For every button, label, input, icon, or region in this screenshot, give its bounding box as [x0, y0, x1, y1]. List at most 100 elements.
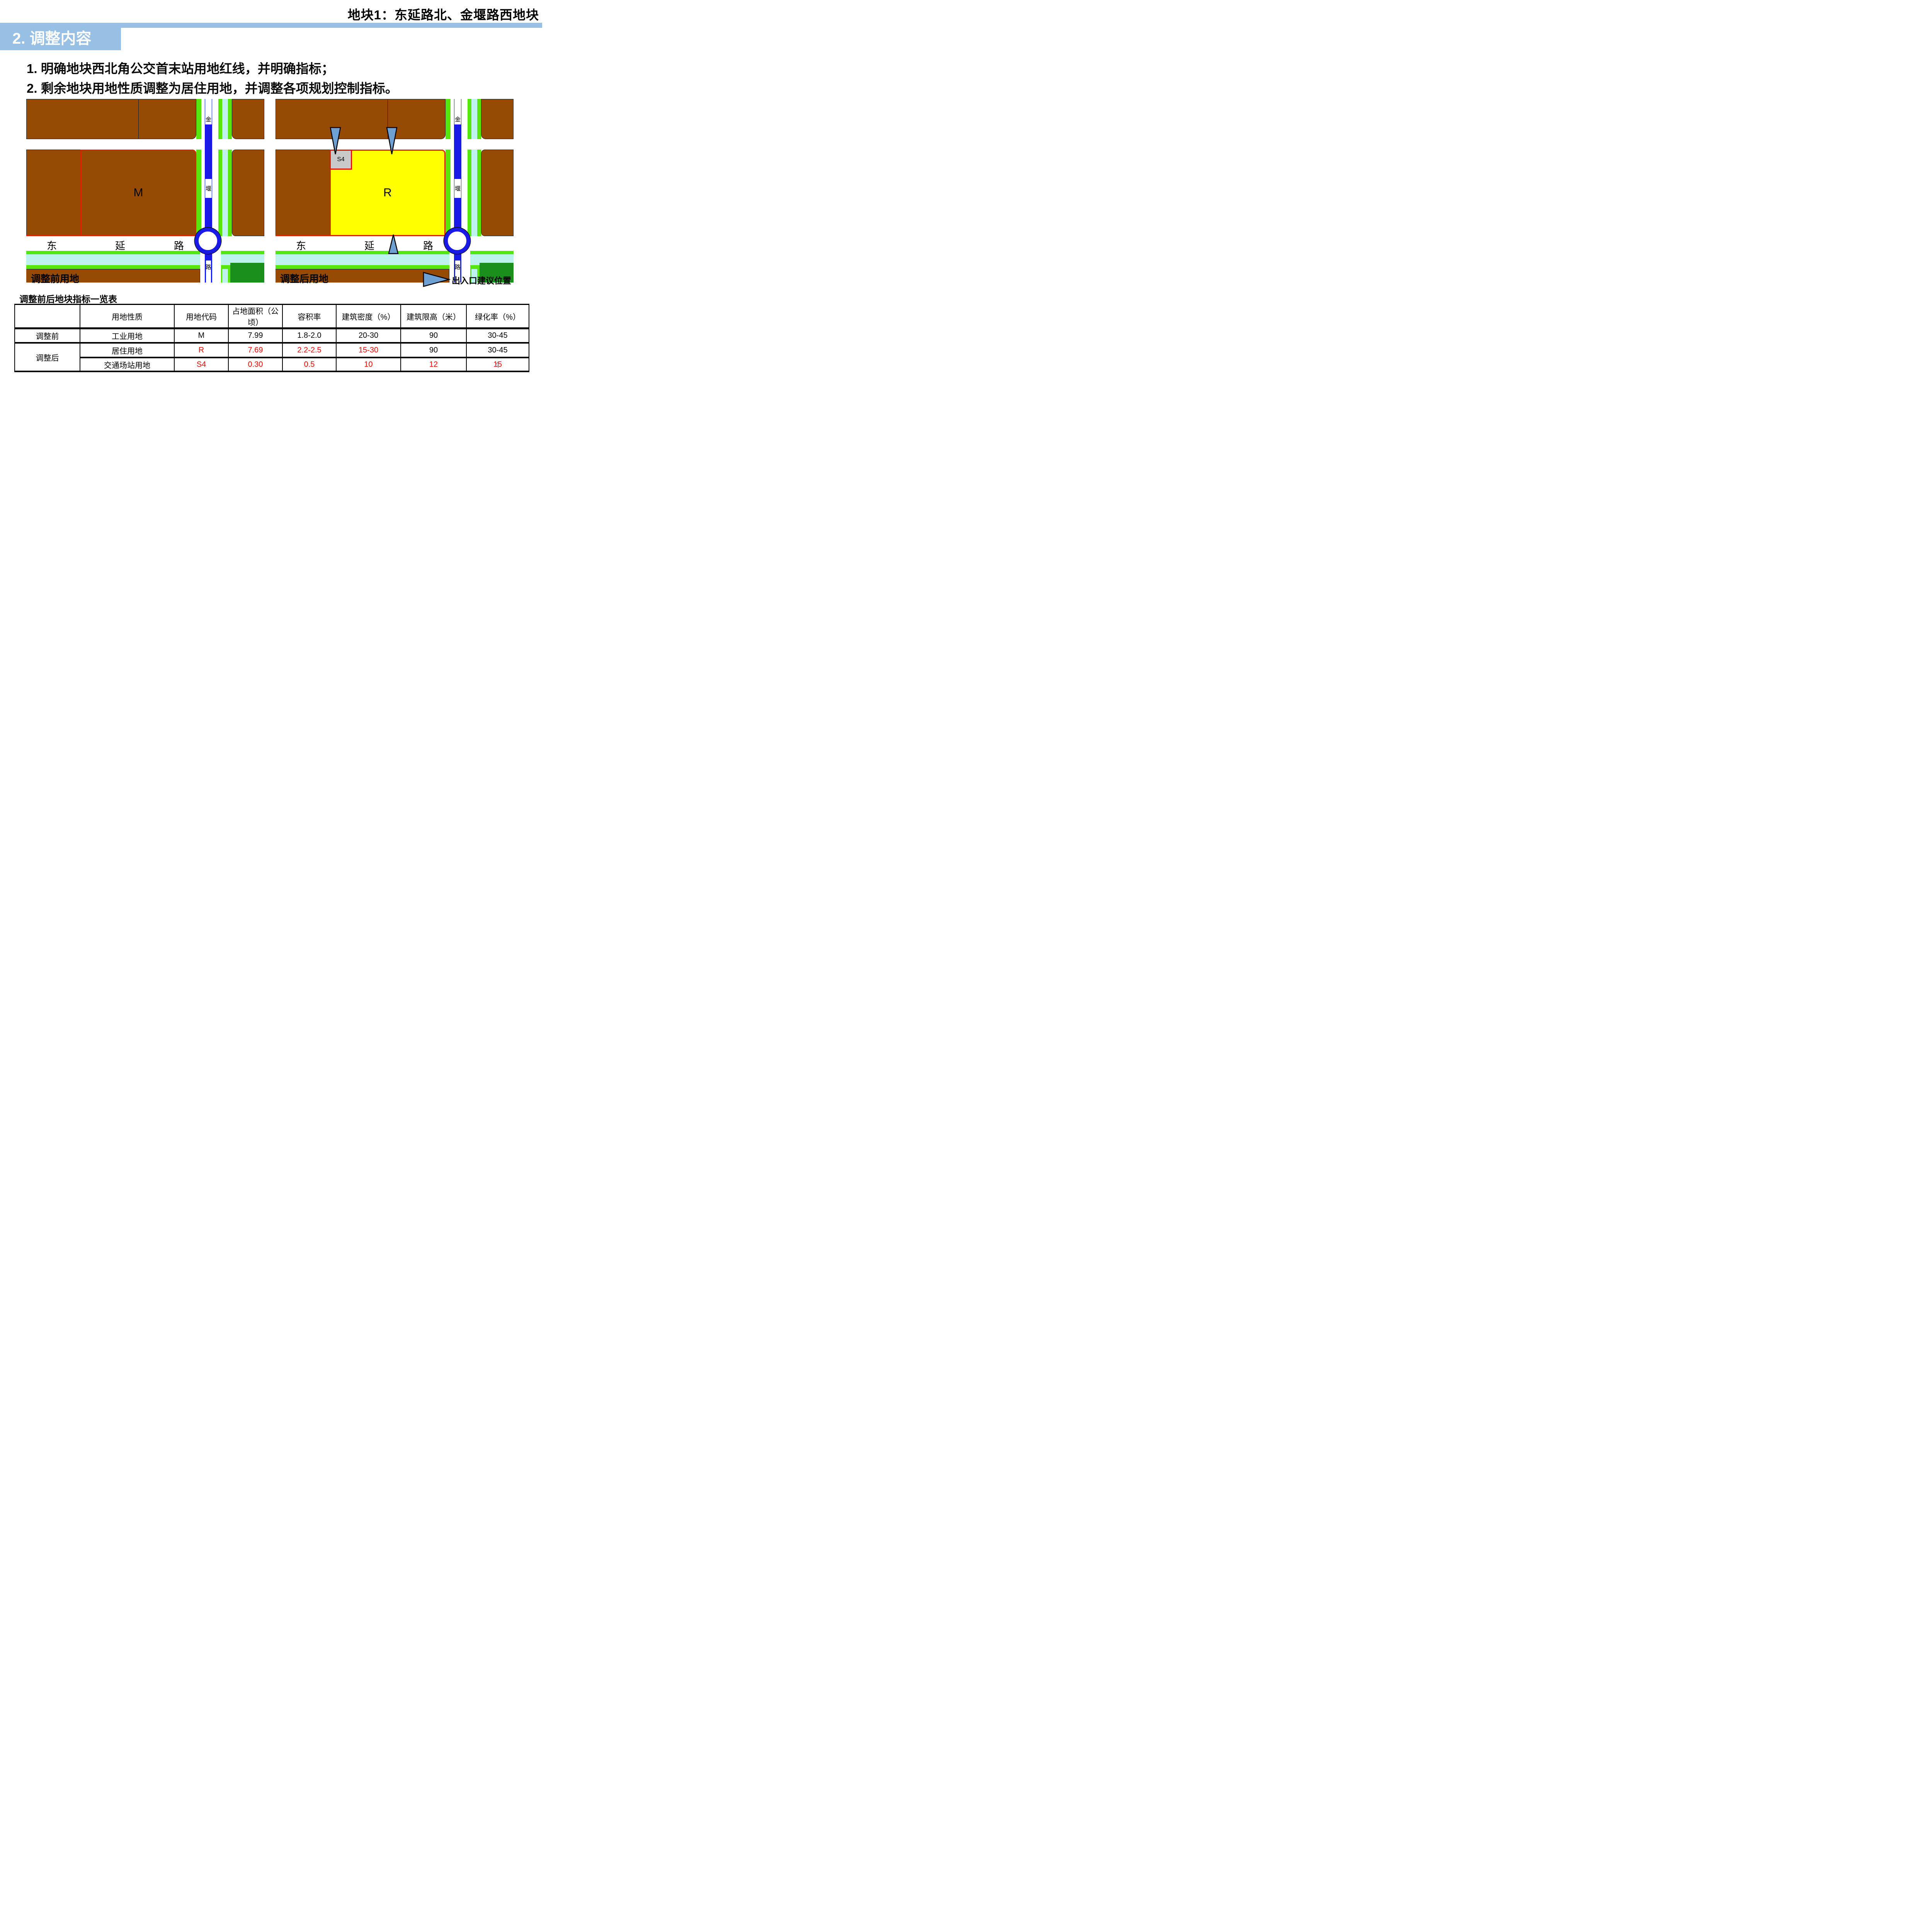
north-road — [26, 139, 264, 150]
table-header-row: 用地性质 用地代码 占地面积（公顷） 容积率 建筑密度（%） 建筑限高（米） 绿… — [14, 304, 529, 329]
canal-band — [26, 254, 200, 265]
north-road — [276, 139, 514, 150]
table-cell: 30-45 — [466, 342, 529, 358]
table-cell: 7.99 — [228, 328, 283, 344]
road-name-jin: 金 — [205, 99, 212, 124]
table-cell: 2.2-2.5 — [282, 342, 337, 358]
table-row-after-residential: 调整后 居住用地 R 7.69 2.2-2.5 15-30 90 30-45 — [14, 342, 529, 372]
roundabout — [444, 228, 470, 254]
road-blue-neck — [205, 253, 212, 260]
table-cell: 0.5 — [282, 357, 337, 372]
dongyan-road — [276, 236, 514, 251]
industrial-block — [481, 150, 514, 236]
green-band — [470, 251, 514, 254]
road-name-char: 金 — [205, 116, 211, 123]
header-cell: 用地代码 — [174, 304, 229, 329]
green-belt-strip — [477, 99, 481, 283]
green-belt-strip — [228, 99, 232, 283]
section-header-text: 2. 调整内容 — [12, 30, 92, 47]
table-cell: 工业用地 — [80, 328, 175, 344]
green-band — [276, 251, 449, 254]
road-name-char: 堰 — [205, 186, 211, 192]
road-blue-neck — [454, 253, 461, 260]
road-shoulder — [201, 99, 205, 283]
road-shoulder — [451, 99, 454, 283]
canal-band — [276, 254, 449, 265]
parcel-r-label: R — [383, 186, 392, 199]
table-title: 调整前后地块指标一览表 — [19, 294, 117, 304]
road-name-yan2: 延 — [115, 240, 125, 252]
bus-station-label: S4 — [337, 156, 345, 163]
row-label: 调整前 — [14, 328, 80, 344]
table-cell: 0.30 — [228, 357, 283, 372]
table-cell: M — [174, 328, 229, 344]
green-band — [26, 251, 200, 254]
parcel-m-label: M — [133, 186, 143, 199]
industrial-block — [276, 150, 330, 236]
table-row-after-station: 交通场站用地 S4 0.30 0.5 10 12 15 — [15, 357, 529, 372]
road-name-yan: 堰 — [205, 179, 212, 198]
road-edge-line — [460, 260, 461, 283]
slide-page: 地块1：东延路北、金堰路西地块 2. 调整内容 1. 明确地块西北角公交首末站用… — [0, 0, 542, 383]
table-cell: 1.8-2.0 — [282, 328, 337, 344]
industrial-block — [481, 99, 514, 139]
map-before-adjustment: 金 堰 路 M 东 延 路 调整前用地 — [26, 99, 264, 284]
industrial-block — [232, 150, 264, 236]
park-green-block — [230, 263, 264, 283]
road-name-char: 金 — [454, 116, 461, 123]
road-name-jin: 金 — [454, 99, 461, 124]
adjustment-notes: 1. 明确地块西北角公交首末站用地红线，并明确指标； 2. 剩余地块用地性质调整… — [27, 59, 398, 98]
road-name-char: 堰 — [454, 186, 461, 192]
row-label-merged: 调整后 — [14, 342, 80, 372]
parcel-m: M — [80, 150, 196, 236]
industrial-block — [26, 150, 81, 236]
slide-title: 地块1：东延路北、金堰路西地块 — [347, 8, 539, 22]
indicator-table: 用地性质 用地代码 占地面积（公顷） 容积率 建筑密度（%） 建筑限高（米） 绿… — [14, 304, 529, 372]
road-name-dong: 东 — [296, 240, 306, 252]
table-cell: 90 — [400, 328, 467, 344]
header-cell: 占地面积（公顷） — [228, 304, 283, 329]
park-green-block — [480, 263, 514, 283]
table-cell: 12 — [400, 357, 467, 372]
table-cell: 7.69 — [228, 342, 283, 358]
map-after-adjustment: 金 堰 路 R S4 东 延 路 调整后用地 出入口建议位置 — [276, 99, 514, 287]
parcel-boundary-line — [26, 235, 81, 236]
table-cell: 交通场站用地 — [80, 357, 175, 372]
road-name-lu2: 路 — [423, 240, 433, 252]
note-line-1: 1. 明确地块西北角公交首末站用地红线，并明确指标； — [27, 61, 334, 76]
map-before-caption: 调整前用地 — [31, 274, 80, 284]
green-band — [26, 265, 200, 269]
header-cell: 建筑限高（米） — [400, 304, 467, 329]
table-cell: 20-30 — [336, 328, 401, 344]
road-name-yan: 堰 — [454, 179, 461, 198]
green-band — [221, 251, 264, 254]
legend-entrance-label: 出入口建议位置 — [452, 276, 512, 286]
green-band — [276, 265, 449, 269]
table-cell: 10 — [336, 357, 401, 372]
header-accent-band — [0, 23, 542, 28]
table-cell: 30-45 — [466, 328, 529, 344]
header-cell-empty — [14, 304, 80, 329]
block-divider-line — [138, 99, 139, 139]
industrial-block — [276, 269, 449, 283]
header-cell: 建筑密度（%） — [336, 304, 401, 329]
table-cell: S4 — [174, 357, 229, 372]
table-cell: 居住用地 — [80, 342, 175, 358]
industrial-block — [26, 99, 196, 139]
road-edge-line — [211, 260, 212, 283]
table-cell: 15 — [466, 357, 529, 372]
parcel-boundary-line — [276, 235, 330, 236]
road-edge-line — [454, 260, 455, 283]
dongyan-road — [26, 236, 264, 251]
bus-station-parcel: S4 — [330, 150, 352, 170]
road-name-lu: 路 — [205, 264, 211, 271]
section-header-bar: 2. 调整内容 — [0, 28, 121, 50]
page-number: 4 — [495, 360, 500, 370]
green-belt-strip — [218, 99, 222, 283]
road-edge-line — [205, 260, 206, 283]
road-name-dong: 东 — [46, 240, 57, 252]
table-cell: R — [174, 342, 229, 358]
road-name-lu: 路 — [454, 264, 461, 271]
industrial-block — [276, 99, 446, 139]
road-name-lu2: 路 — [173, 240, 184, 252]
